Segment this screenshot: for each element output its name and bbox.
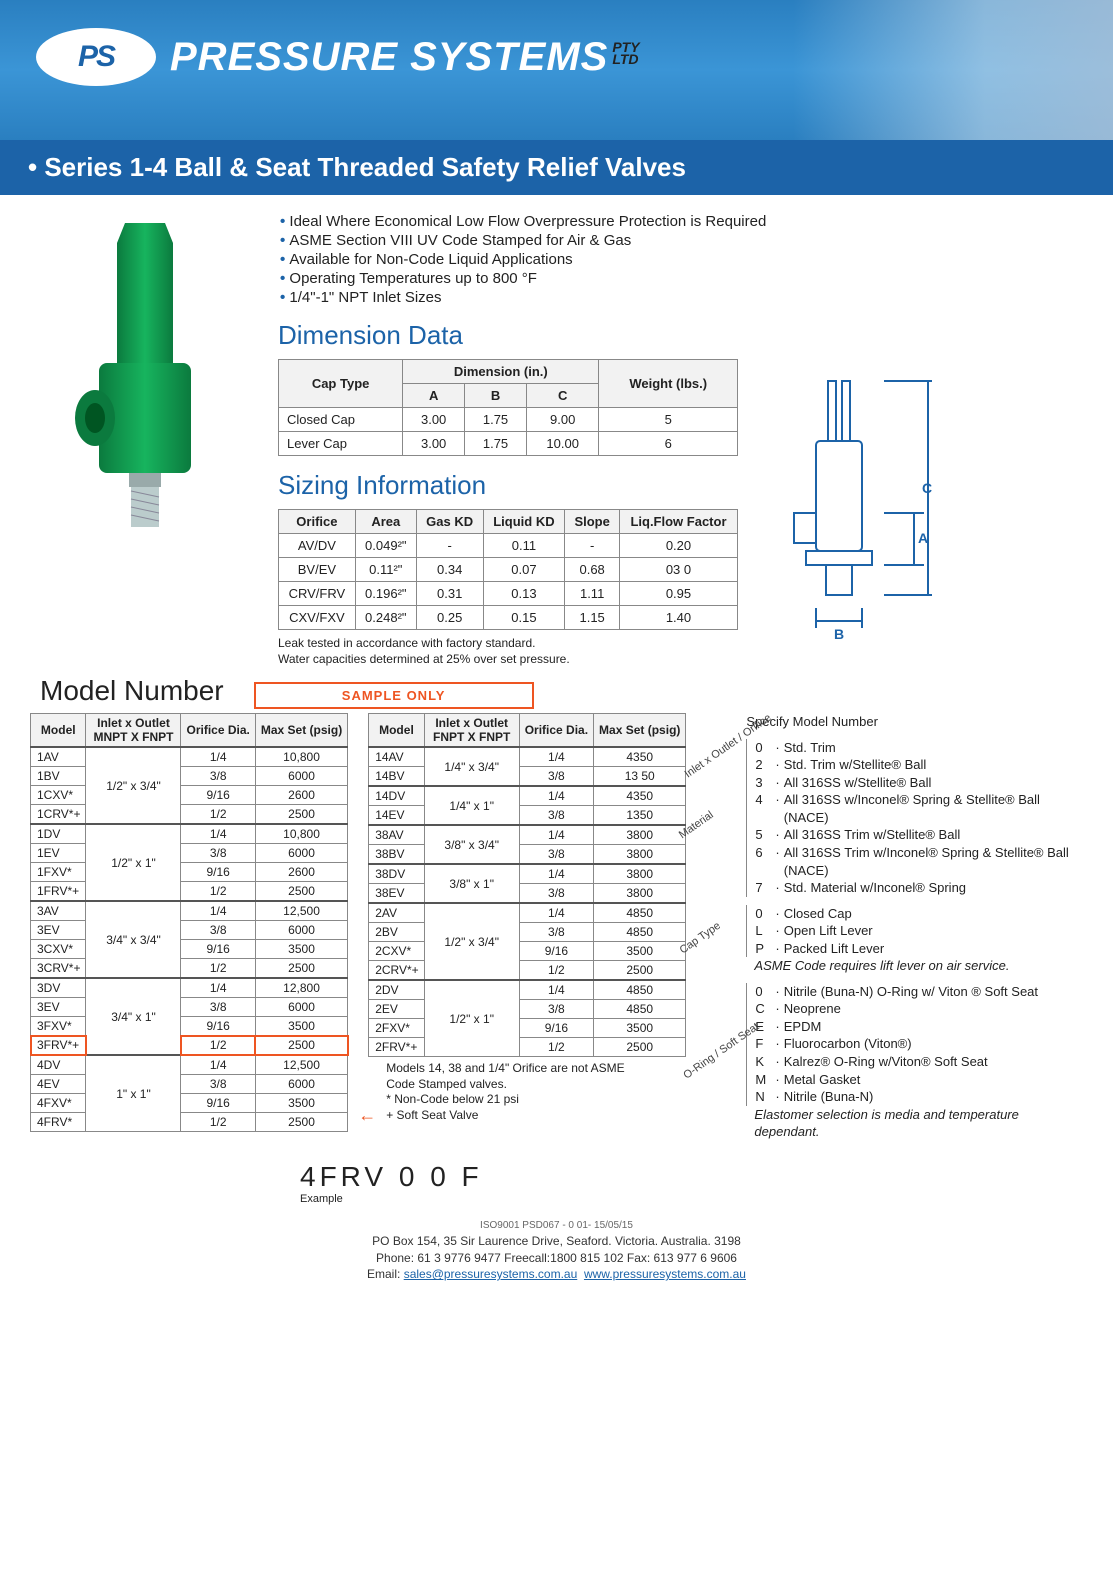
logo-text: PRESSURE SYSTEMSPTYLTD [170,35,640,80]
header-banner: PS PRESSURE SYSTEMSPTYLTD [0,0,1113,140]
sizing-heading: Sizing Information [278,470,738,501]
svg-text:C: C [922,480,932,496]
dimension-heading: Dimension Data [278,320,1083,351]
svg-text:A: A [918,530,928,546]
logo-badge: PS [36,28,156,86]
sample-only-label: SAMPLE ONLY [254,682,534,709]
model-table-2: ModelInlet x Outlet FNPT X FNPTOrifice D… [368,713,686,1057]
dimension-diagram: A C B [754,359,944,667]
sizing-table: OrificeAreaGas KDLiquid KDSlopeLiq.Flow … [278,509,738,630]
footer-web-link[interactable]: www.pressuresystems.com.au [584,1267,746,1281]
model-table-notes: Models 14, 38 and 1/4" Orifice are not A… [386,1061,656,1123]
dimension-table: Cap TypeDimension (in.)Weight (lbs.) ABC… [278,359,738,456]
feature-list: Ideal Where Economical Low Flow Overpres… [278,213,1083,306]
model-table-1: ModelInlet x Outlet MNPT X FNPTOrifice D… [30,713,348,1132]
feature-item: Available for Non-Code Liquid Applicatio… [280,251,1083,268]
feature-item: 1/4"-1" NPT Inlet Sizes [280,289,1083,306]
page-title: Series 1-4 Ball & Seat Threaded Safety R… [0,140,1113,195]
feature-item: ASME Section VIII UV Code Stamped for Ai… [280,232,1083,249]
page-footer: ISO9001 PSD067 - 0 01- 15/05/15 PO Box 1… [30,1219,1083,1283]
example-label: Example [300,1193,1083,1205]
footer-email-link[interactable]: sales@pressuresystems.com.au [404,1267,578,1281]
feature-item: Ideal Where Economical Low Flow Overpres… [280,213,1083,230]
svg-text:B: B [834,626,844,642]
specify-panel: Specify Model Number Inlet x Outlet / Or… [746,713,1076,1141]
example-code: 4FRV 0 0 F [300,1161,1083,1193]
feature-item: Operating Temperatures up to 800 °F [280,270,1083,287]
model-number-heading: Model Number [40,675,224,707]
highlight-arrow-icon: ← [358,1105,376,1126]
sizing-note: Leak tested in accordance with factory s… [278,636,738,667]
product-illustration [30,213,260,667]
